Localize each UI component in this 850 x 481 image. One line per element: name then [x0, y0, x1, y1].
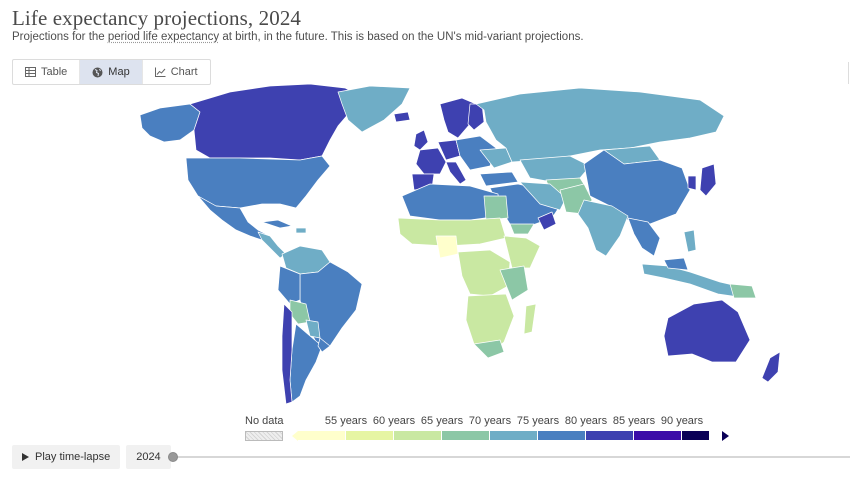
- globe-icon: [92, 67, 103, 78]
- country-india[interactable]: [577, 199, 629, 257]
- country-uk[interactable]: [413, 129, 429, 151]
- legend-bin: [298, 431, 346, 440]
- chart-title: Life expectancy projections, 2024: [12, 6, 302, 30]
- legend-bin: [490, 431, 538, 440]
- region-sahel[interactable]: [397, 217, 507, 247]
- legend-bin: [586, 431, 634, 440]
- country-uruguay[interactable]: [317, 337, 331, 353]
- tab-map-label: Map: [108, 66, 130, 78]
- tab-chart[interactable]: Chart: [143, 60, 210, 84]
- country-iceland[interactable]: [393, 111, 411, 123]
- region-horn-of-africa[interactable]: [503, 235, 541, 269]
- country-russia[interactable]: [475, 87, 725, 163]
- country-hispaniola[interactable]: [295, 227, 307, 234]
- legend-tick-80: 80 years: [564, 415, 608, 427]
- legend-color-bins: [298, 431, 710, 440]
- region-central-africa[interactable]: [457, 249, 511, 297]
- no-data-label: No data: [245, 415, 284, 427]
- legend-arrow-left: [292, 431, 298, 441]
- country-usa[interactable]: [185, 155, 331, 209]
- legend-tick-55: 55 years: [324, 415, 368, 427]
- play-timelapse-label: Play time-lapse: [35, 451, 111, 463]
- timeline-controls: Play time-lapse 2024: [12, 445, 171, 469]
- legend-tick-65: 65 years: [420, 415, 464, 427]
- region-scandinavia[interactable]: [439, 97, 477, 139]
- country-new-zealand[interactable]: [761, 351, 781, 383]
- line-chart-icon: [154, 67, 166, 77]
- year-label: 2024: [126, 445, 171, 469]
- timeline-handle[interactable]: [168, 452, 178, 462]
- country-egypt[interactable]: [483, 195, 509, 221]
- play-timelapse-button[interactable]: Play time-lapse: [12, 445, 121, 469]
- country-oman[interactable]: [537, 211, 557, 231]
- subtitle-text-start: Projections for the: [12, 31, 108, 43]
- legend-tick-70: 70 years: [468, 415, 512, 427]
- country-chile[interactable]: [281, 303, 293, 405]
- country-cuba[interactable]: [261, 219, 293, 229]
- legend-bin: [634, 431, 682, 440]
- play-icon: [22, 453, 29, 461]
- legend-tick-75: 75 years: [516, 415, 560, 427]
- country-indonesia[interactable]: [641, 263, 747, 299]
- chart-subtitle: Projections for the period life expectan…: [12, 31, 584, 43]
- legend-bin: [682, 431, 710, 440]
- legend-tick-90: 90 years: [660, 415, 704, 427]
- tab-chart-label: Chart: [170, 66, 198, 78]
- legend-bin: [394, 431, 442, 440]
- country-turkey[interactable]: [479, 171, 519, 187]
- country-yemen[interactable]: [509, 223, 535, 235]
- region-mainland-southeast-asia[interactable]: [627, 217, 661, 257]
- region-eastern-europe[interactable]: [455, 135, 497, 171]
- tab-table[interactable]: Table: [13, 60, 81, 84]
- toolbar-edge: [848, 62, 849, 84]
- legend-bin: [538, 431, 586, 440]
- legend-arrow-right: [722, 431, 729, 441]
- no-data-swatch: [245, 431, 283, 441]
- country-alaska[interactable]: [139, 103, 201, 143]
- legend-tick-60: 60 years: [372, 415, 416, 427]
- tab-table-label: Table: [41, 66, 68, 78]
- tab-map[interactable]: Map: [80, 60, 143, 84]
- map-legend: No data 55 years 60 years 65 years 70 ye…: [0, 410, 850, 446]
- country-iran[interactable]: [519, 181, 567, 211]
- region-east-africa[interactable]: [499, 265, 529, 301]
- country-png[interactable]: [729, 283, 757, 299]
- country-france[interactable]: [415, 147, 447, 175]
- country-madagascar[interactable]: [523, 303, 537, 335]
- legend-tick-85: 85 years: [612, 415, 656, 427]
- country-malaysia[interactable]: [663, 257, 689, 271]
- country-japan[interactable]: [699, 163, 717, 197]
- country-korea[interactable]: [687, 175, 697, 191]
- subtitle-text-end: at birth, in the future. This is based o…: [219, 31, 584, 43]
- legend-bin: [442, 431, 490, 440]
- country-australia[interactable]: [663, 299, 751, 363]
- world-map[interactable]: [0, 80, 850, 410]
- timeline-track[interactable]: [168, 456, 850, 458]
- legend-bin: [346, 431, 394, 440]
- country-nigeria[interactable]: [435, 235, 459, 259]
- country-canada[interactable]: [189, 83, 361, 161]
- country-greenland[interactable]: [337, 85, 411, 133]
- country-italy[interactable]: [445, 161, 467, 185]
- country-philippines[interactable]: [683, 229, 697, 253]
- country-south-africa[interactable]: [473, 339, 505, 359]
- view-tabs: Table Map Chart: [12, 59, 211, 85]
- period-life-expectancy-link[interactable]: period life expectancy: [107, 31, 220, 43]
- timeline-slider[interactable]: [168, 452, 850, 462]
- table-icon: [25, 67, 36, 77]
